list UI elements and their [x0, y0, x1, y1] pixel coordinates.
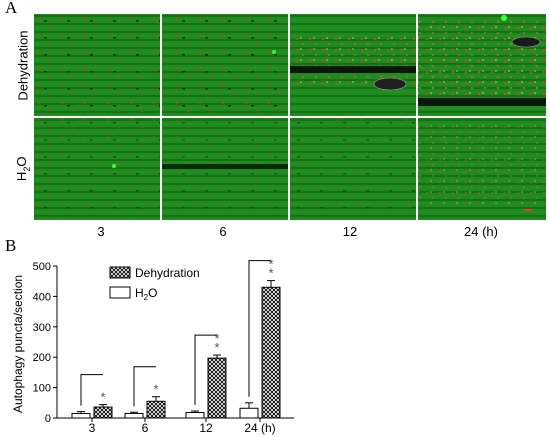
tile-h2o-24 [418, 118, 546, 220]
significance-bracket-0 [80, 374, 103, 406]
micrograph-grid [34, 14, 546, 220]
significance-star-0-0: * [100, 390, 105, 405]
col-label-12: 12 [342, 224, 358, 239]
tile-dehydration-3 [34, 14, 160, 116]
significance-star-3-1: * [268, 257, 273, 272]
col-label-3: 3 [97, 224, 105, 239]
micrograph-svg [34, 14, 546, 220]
legend-swatch-dehydration [109, 266, 131, 279]
bar-h2o-0 [71, 412, 91, 419]
bar-h2o-1 [124, 412, 144, 419]
tile-h2o-3 [34, 118, 160, 220]
legend-swatch-h2o [109, 286, 131, 299]
significance-bracket-3 [248, 260, 271, 397]
tile-h2o-6 [162, 118, 288, 220]
bar-h2o-3 [239, 407, 259, 419]
x-tick-label-2: 12 [199, 421, 213, 435]
significance-bracket-1 [133, 366, 156, 407]
x-tick-label-1: 6 [142, 421, 149, 435]
bar-dehydration-3 [261, 286, 281, 419]
y-tick-label-500: 500 [33, 261, 51, 273]
y-tick-label-100: 100 [33, 383, 51, 395]
tile-dehydration-6 [162, 14, 288, 116]
col-label-6: 6 [219, 224, 227, 239]
legend-h2o-sub: 2 [144, 293, 149, 302]
significance-bracket-2 [194, 334, 217, 406]
legend-label-dehydration: Dehydration [135, 266, 200, 280]
significance-star-2-0: * [214, 340, 219, 355]
tile-h2o-12 [290, 118, 416, 220]
significance-star-1-0: * [153, 382, 158, 397]
bar-dehydration-1 [146, 400, 166, 419]
bar-h2o-2 [185, 412, 205, 419]
legend-h2o-rest: O [148, 286, 157, 300]
y-tick-label-0: 0 [45, 413, 51, 425]
x-tick-label-0: 3 [89, 421, 96, 435]
x-tick-label-3: 24 (h) [244, 421, 275, 435]
tile-dehydration-12 [290, 14, 416, 116]
y-tick-label-300: 300 [33, 322, 51, 334]
y-axis-label: Autophagy puncta/section [11, 275, 25, 413]
legend-h2o-base: H [135, 286, 144, 300]
panel-a-letter: A [5, 0, 18, 17]
bar-dehydration-2 [207, 357, 227, 419]
significance-star-3-0: * [268, 266, 273, 281]
bar-dehydration-0 [93, 406, 113, 419]
col-label-24: 24 (h) [464, 224, 498, 239]
tile-dehydration-24 [418, 14, 546, 116]
legend-label-h2o: H2O [135, 286, 157, 302]
y-tick-label-400: 400 [33, 291, 51, 303]
y-tick-label-200: 200 [33, 352, 51, 364]
legend: Dehydration H2O [109, 266, 200, 302]
panel-b-letter: B [5, 236, 17, 255]
significance-star-2-1: * [214, 331, 219, 346]
